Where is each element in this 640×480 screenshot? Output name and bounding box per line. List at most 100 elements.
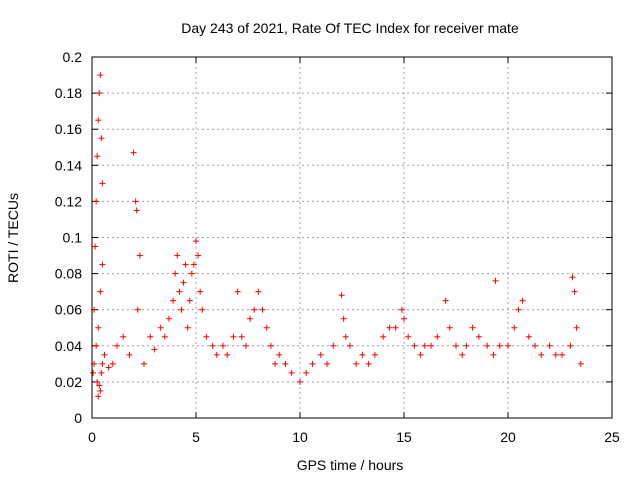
x-tick-label: 5 — [192, 429, 200, 445]
data-point — [220, 342, 227, 349]
data-point — [571, 288, 578, 295]
data-point — [95, 324, 102, 331]
data-point — [126, 351, 133, 358]
data-point — [490, 351, 497, 358]
data-point — [259, 306, 266, 313]
data-point — [180, 279, 187, 286]
data-point — [132, 198, 139, 205]
data-point — [392, 324, 399, 331]
data-point — [186, 297, 193, 304]
data-point — [538, 351, 545, 358]
data-point — [567, 342, 574, 349]
data-point — [324, 360, 331, 367]
data-point — [234, 288, 241, 295]
y-tick-label: 0.1 — [63, 230, 83, 246]
x-axis-label: GPS time / hours — [297, 457, 404, 473]
data-point — [161, 333, 168, 340]
data-point — [532, 342, 539, 349]
data-point — [251, 306, 258, 313]
data-point — [93, 198, 100, 205]
data-point — [99, 360, 106, 367]
data-point — [515, 306, 522, 313]
x-tick-label: 0 — [88, 429, 96, 445]
data-point — [496, 342, 503, 349]
grid-lines — [92, 57, 612, 418]
data-point — [340, 315, 347, 322]
data-point — [276, 351, 283, 358]
data-point — [147, 333, 154, 340]
data-point — [469, 324, 476, 331]
data-point — [359, 351, 366, 358]
data-point — [459, 351, 466, 358]
data-point — [386, 324, 393, 331]
data-point — [134, 306, 141, 313]
data-point — [141, 360, 147, 367]
data-point — [176, 288, 183, 295]
data-point — [101, 351, 108, 358]
data-point — [569, 274, 576, 281]
data-point — [174, 252, 181, 259]
data-point — [398, 306, 405, 313]
data-point — [199, 306, 206, 313]
y-axis-label: ROTI / TECUs — [5, 193, 21, 283]
x-tick-label: 10 — [292, 429, 308, 445]
x-tick-label: 25 — [604, 429, 620, 445]
data-point — [525, 333, 532, 340]
data-point — [136, 252, 143, 259]
y-tick-label: 0.2 — [63, 49, 83, 65]
data-point — [96, 382, 103, 389]
data-point — [338, 292, 345, 299]
data-point — [401, 315, 407, 322]
data-point — [442, 297, 449, 304]
data-point — [559, 351, 566, 358]
data-point — [255, 288, 262, 295]
chart-title: Day 243 of 2021, Rate Of TEC Index for r… — [181, 20, 519, 36]
data-point — [230, 333, 237, 340]
data-point — [120, 333, 127, 340]
data-point — [282, 360, 289, 367]
data-point — [346, 342, 353, 349]
y-tick-label: 0.12 — [55, 193, 82, 209]
data-point — [353, 360, 360, 367]
data-point — [577, 360, 584, 367]
data-point — [99, 261, 106, 268]
data-point — [170, 297, 177, 304]
data-point — [505, 342, 511, 349]
data-point — [303, 369, 310, 376]
data-point — [511, 324, 518, 331]
data-point — [188, 270, 195, 277]
data-point — [428, 342, 435, 349]
y-tick-label: 0.16 — [55, 121, 82, 137]
data-point — [288, 369, 295, 376]
data-point — [238, 333, 245, 340]
data-point — [94, 153, 101, 160]
y-tick-label: 0 — [74, 410, 82, 426]
y-tick-label: 0.04 — [55, 338, 82, 354]
y-axis-tick-labels: 0 0.02 0.04 0.06 0.08 0.1 0.12 0.14 0.16 0.18 0.2 — [55, 49, 82, 426]
data-point — [193, 238, 199, 245]
data-point — [178, 306, 185, 313]
data-point — [405, 333, 412, 340]
data-point — [297, 378, 303, 385]
data-point — [97, 72, 104, 79]
data-point — [272, 360, 279, 367]
data-point — [552, 351, 559, 358]
data-point — [109, 360, 116, 367]
data-point — [224, 351, 231, 358]
data-point — [130, 149, 137, 156]
y-tick-label: 0.06 — [55, 302, 82, 318]
data-point — [209, 342, 216, 349]
data-point — [95, 117, 102, 124]
data-point — [492, 277, 499, 284]
y-tick-label: 0.02 — [55, 374, 82, 390]
data-point — [573, 324, 580, 331]
data-point — [365, 360, 372, 367]
data-point — [453, 342, 459, 349]
data-point — [182, 261, 189, 268]
data-point — [411, 342, 418, 349]
x-tick-label: 15 — [396, 429, 412, 445]
data-point — [157, 324, 164, 331]
data-point — [90, 369, 97, 376]
data-point — [92, 243, 99, 250]
data-points — [90, 72, 584, 400]
